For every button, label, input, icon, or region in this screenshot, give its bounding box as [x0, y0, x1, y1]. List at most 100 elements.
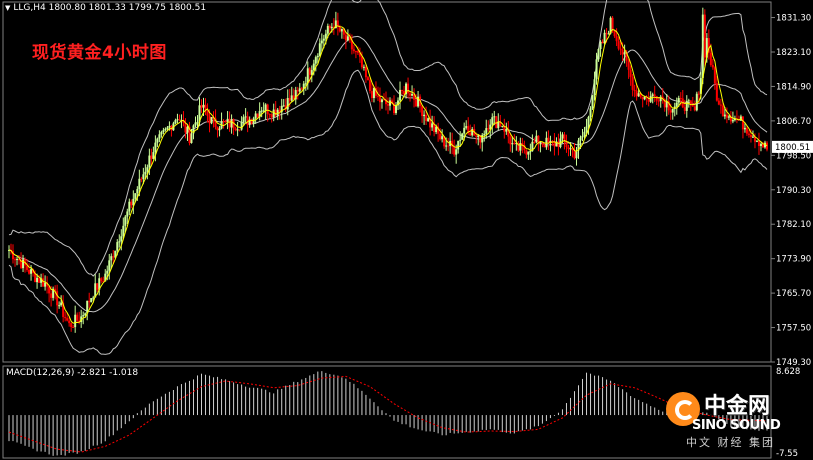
candle-body — [286, 97, 289, 110]
candle-body — [234, 128, 237, 131]
candle-body — [483, 133, 486, 135]
candle-body — [643, 96, 646, 100]
candle-body — [411, 94, 414, 96]
candle-body — [727, 116, 730, 118]
candle-body — [475, 135, 478, 138]
candle-body — [549, 140, 552, 143]
candle-body — [433, 123, 436, 133]
candle-body — [94, 283, 97, 298]
candle-body — [372, 88, 375, 99]
candle-body — [517, 143, 520, 151]
candle-body — [128, 201, 131, 212]
candle-body — [250, 119, 253, 124]
candle-body — [713, 67, 716, 84]
candle-body — [555, 141, 558, 147]
candle-body — [463, 127, 466, 134]
sino-logo-icon — [666, 392, 700, 426]
candle-body — [310, 70, 313, 75]
candle-body — [561, 134, 564, 139]
candle-body — [581, 136, 584, 138]
candle-body — [425, 114, 428, 122]
candle-body — [238, 129, 241, 131]
candle-body — [427, 118, 430, 122]
candle-body — [625, 52, 628, 61]
candle-body — [613, 29, 616, 37]
candle-body — [306, 68, 309, 84]
y-tick-label: 1790.30 — [776, 186, 811, 196]
candle-body — [653, 94, 656, 96]
candle-body — [42, 278, 45, 287]
candle-body — [266, 104, 269, 115]
candle-body — [70, 323, 73, 327]
candle-body — [409, 93, 412, 96]
candle-body — [72, 326, 75, 328]
candle-body — [282, 105, 285, 107]
candle-body — [148, 155, 151, 168]
candle-body — [659, 96, 662, 102]
candle-body — [689, 100, 692, 104]
candle-body — [216, 126, 219, 131]
candle-body — [48, 286, 51, 294]
candle-body — [64, 317, 67, 319]
candle-body — [368, 80, 371, 92]
candle-body — [336, 20, 339, 27]
candle-body — [413, 94, 416, 100]
candle-body — [527, 151, 530, 155]
candle-body — [725, 114, 728, 118]
candle-body — [543, 144, 546, 148]
candle-body — [116, 242, 119, 251]
candle-body — [721, 105, 724, 117]
candle-body — [455, 149, 458, 155]
candle-body — [533, 141, 536, 143]
candle-body — [190, 133, 193, 144]
candle-body — [344, 34, 347, 41]
candle-body — [743, 127, 746, 130]
candle-body — [719, 104, 722, 106]
dropdown-triangle-icon[interactable]: ▼ — [5, 4, 11, 12]
candle-body — [14, 259, 17, 261]
candle-body — [397, 100, 400, 106]
candle-body — [649, 96, 652, 102]
candle-body — [715, 83, 718, 101]
candle-body — [691, 103, 694, 107]
candle-body — [284, 105, 287, 110]
candle-body — [431, 123, 434, 128]
candle-body — [106, 270, 109, 274]
candle-body — [481, 134, 484, 143]
candle-body — [254, 113, 257, 119]
y-tick-label: 1806.70 — [776, 117, 811, 127]
candle-body — [601, 41, 604, 44]
candle-body — [701, 14, 704, 79]
candle-body — [88, 300, 91, 303]
candle-body — [553, 141, 556, 147]
candle-body — [439, 133, 442, 140]
candle-body — [451, 140, 454, 147]
candle-body — [437, 126, 440, 134]
candle-body — [340, 28, 343, 32]
candle-body — [461, 133, 464, 140]
candle-body — [356, 51, 359, 53]
candle-body — [60, 302, 63, 306]
candle-body — [152, 152, 155, 159]
candle-body — [667, 101, 670, 111]
y-tick-label: 1823.10 — [776, 48, 811, 58]
bollinger-middle-band — [8, 35, 768, 313]
candle-body — [589, 108, 592, 117]
candle-body — [675, 102, 678, 107]
candle-body — [120, 236, 123, 242]
candle-body — [298, 88, 301, 92]
candle-body — [158, 134, 161, 139]
candle-body — [384, 99, 387, 105]
candle-body — [507, 129, 510, 137]
candle-body — [619, 48, 622, 50]
candle-body — [136, 189, 139, 194]
candle-body — [445, 145, 448, 147]
candle-body — [571, 148, 574, 151]
candle-body — [240, 121, 243, 130]
candle-body — [206, 111, 209, 116]
candle-body — [519, 143, 522, 151]
candle-body — [677, 98, 680, 103]
candle-body — [352, 49, 355, 52]
candle-body — [52, 288, 55, 298]
candle-body — [110, 256, 113, 261]
